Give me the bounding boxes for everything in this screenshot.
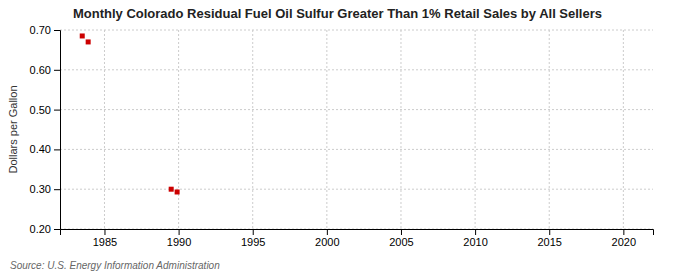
y-tick-mark: [54, 229, 60, 230]
x-tick-mark: [253, 229, 254, 235]
x-tick-mark: [549, 229, 550, 235]
y-tick-mark: [54, 149, 60, 150]
y-tick-mark: [54, 70, 60, 71]
x-axis-line: [61, 230, 654, 236]
x-tick: 1990: [167, 229, 191, 248]
grid-line-y: [60, 109, 653, 110]
y-tick: 0.40: [30, 143, 60, 155]
x-tick: 1995: [241, 229, 265, 248]
x-axis: 1985 1990 1995 2000 2005 2010 2015 2020: [61, 229, 654, 248]
chart-container: 1985 1990 1995 2000 2005 2010 2015 2020 0.20 0.30…: [0, 0, 675, 275]
point: [80, 33, 85, 38]
x-tick-mark: [104, 229, 105, 235]
grid-line-x: [104, 30, 105, 229]
grid-line-x: [400, 30, 401, 229]
y-tick: 0.60: [30, 64, 60, 76]
grid-line-x: [326, 30, 327, 229]
y-axis-title: Dollars per Gallon: [7, 85, 19, 173]
x-tick: 1985: [93, 229, 117, 248]
x-tick: 2020: [612, 229, 636, 248]
y-tick-label: 0.20: [30, 223, 51, 235]
y-tick-mark: [54, 189, 60, 190]
x-tick-mark: [327, 229, 328, 235]
grid-line-y: [60, 189, 653, 190]
points: [80, 33, 180, 194]
x-tick-label: 1995: [241, 236, 265, 248]
x-tick-label: 2010: [463, 236, 487, 248]
grid-line-x: [178, 30, 179, 229]
point: [86, 39, 91, 44]
y-tick: 0.20: [30, 223, 60, 235]
y-tick-label: 0.40: [30, 143, 51, 155]
x-tick-mark: [401, 229, 402, 235]
grid-line-x: [475, 30, 476, 229]
grid-line-x: [549, 30, 550, 229]
x-tick-label: 2000: [315, 236, 339, 248]
x-tick-mark: [623, 229, 624, 235]
grid-line-x: [623, 30, 624, 229]
grid-line-y: [60, 30, 653, 31]
grid: [60, 30, 653, 229]
y-axis-line: [54, 31, 61, 230]
x-tick-label: 2020: [612, 236, 636, 248]
source: Source: U.S. Energy Information Administ…: [10, 260, 220, 271]
y-tick-label: 0.30: [30, 183, 51, 195]
x-tick-label: 2015: [537, 236, 561, 248]
point: [169, 187, 174, 192]
y-tick: 0.70: [30, 24, 60, 36]
x-tick-mark: [475, 229, 476, 235]
x-tick: 2010: [463, 229, 487, 248]
y-tick-label: 0.60: [30, 64, 51, 76]
title: Monthly Colorado Residual Fuel Oil Sulfu…: [73, 6, 602, 21]
grid-line-y: [60, 149, 653, 150]
y-tick: 0.50: [30, 104, 60, 116]
x-tick: 2015: [537, 229, 561, 248]
y-tick-label: 0.70: [30, 24, 51, 36]
chart-svg: 1985 1990 1995 2000 2005 2010 2015 2020 0.20 0.30…: [0, 0, 675, 275]
y-tick-label: 0.50: [30, 104, 51, 116]
x-tick-label: 2005: [389, 236, 413, 248]
x-tick: 2005: [389, 229, 413, 248]
x-tick-mark: [179, 229, 180, 235]
y-tick: 0.30: [30, 183, 60, 195]
y-tick-mark: [54, 110, 60, 111]
x-tick: 2000: [315, 229, 339, 248]
y-axis: 0.20 0.30 0.40 0.50 0.60 0.70: [30, 24, 61, 235]
x-tick-label: 1985: [93, 236, 117, 248]
grid-line-y: [60, 69, 653, 70]
point: [175, 189, 180, 194]
grid-line-x: [252, 30, 253, 229]
x-tick-label: 1990: [167, 236, 191, 248]
y-tick-mark: [54, 30, 60, 31]
plot-area: 1985 1990 1995 2000 2005 2010 2015 2020 0.20 0.30…: [30, 24, 654, 248]
